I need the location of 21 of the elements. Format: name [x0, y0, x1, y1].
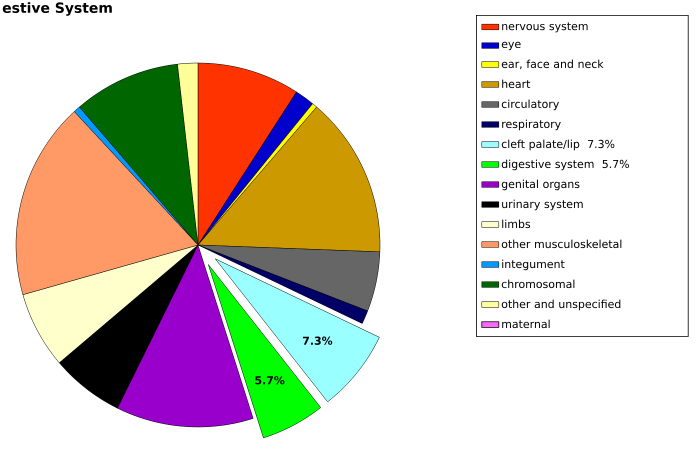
- text: 5.7%: [602, 160, 629, 168]
- legend-label: chromosomal: [502, 280, 574, 288]
- legend-label: heart: [502, 80, 530, 88]
- legend-label: other musculoskeletal: [502, 240, 622, 248]
- chart-title: estive System: [2, 2, 112, 16]
- data-label: 7.3%: [302, 336, 332, 345]
- legend-label: respiratory: [502, 120, 561, 130]
- legend-label: maternal: [502, 320, 550, 328]
- legend-label: eye: [502, 42, 521, 50]
- legend-label: limbs: [502, 220, 530, 228]
- legend-label: integument: [502, 260, 565, 270]
- legend-label: urinary system: [502, 200, 583, 210]
- legend-label: genital organs: [502, 180, 580, 190]
- legend-label: ear, face and neck: [502, 60, 604, 70]
- data-label: 5.7%: [255, 376, 284, 384]
- legend-label: other and unspecified: [502, 300, 620, 310]
- legend-label: nervous system: [502, 22, 588, 32]
- legend-label: circulatory: [502, 100, 559, 110]
- text: 7.3%: [588, 140, 614, 148]
- legend-label: digestive system: [502, 160, 594, 170]
- legend-label: cleft palate/lip: [502, 140, 580, 150]
